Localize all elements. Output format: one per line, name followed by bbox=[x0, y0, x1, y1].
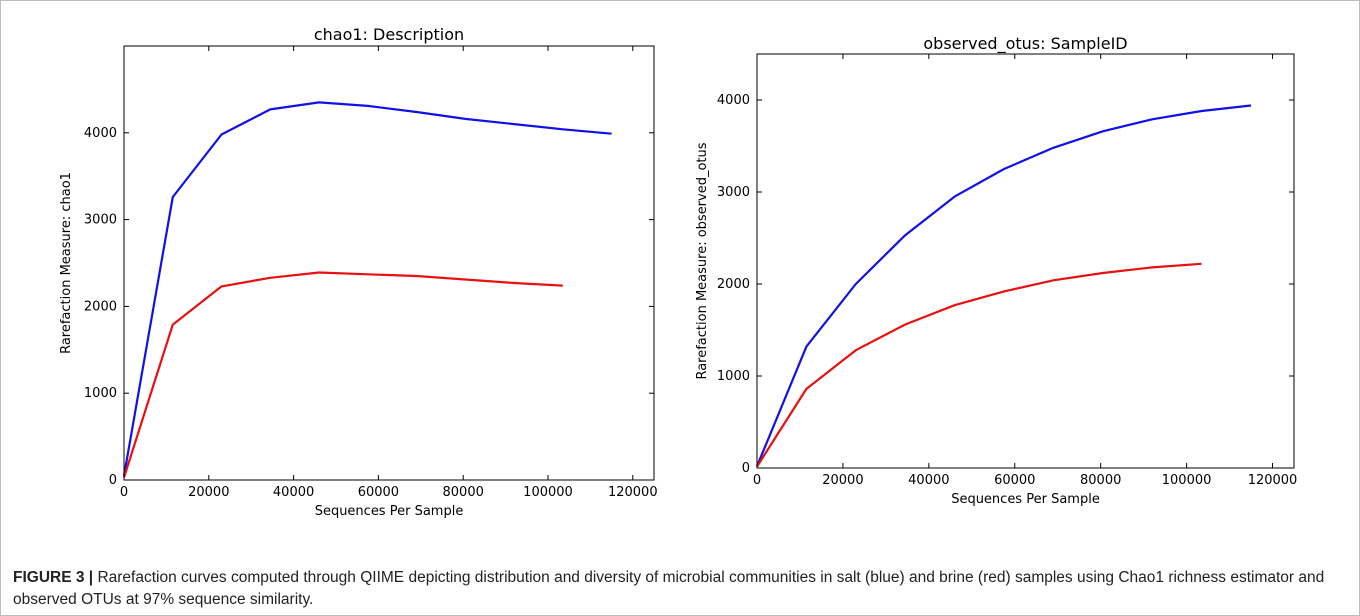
series-line-blue bbox=[755, 104, 1252, 467]
y-axis-label: Rarefaction Measure: observed_otus bbox=[695, 142, 710, 379]
x-tick-label: 120000 bbox=[608, 485, 658, 500]
figure-charts: 0 20000 40000 60000 80000 100000 1200000100020… bbox=[59, 25, 1297, 519]
figure-caption: FIGURE 3 | Rarefaction curves computed t… bbox=[13, 567, 1348, 611]
x-tick-label: 20000 bbox=[188, 485, 229, 500]
x-tick-label: 60000 bbox=[358, 485, 399, 500]
chart-title: observed_otus: SampleID bbox=[923, 34, 1127, 54]
chart-1: 0 20000 40000 60000 80000 100000 120000 0 1000 20… bbox=[59, 25, 658, 519]
x-tick-label: 0 bbox=[753, 473, 761, 488]
series-line-red bbox=[122, 271, 563, 478]
series-line-red bbox=[756, 262, 1202, 468]
x-tick-label: 40000 bbox=[908, 473, 949, 488]
x-tick-label: 120000 bbox=[1248, 473, 1298, 488]
y-tick-label: 4000 bbox=[84, 126, 117, 141]
y-tick-label: 3000 bbox=[717, 185, 750, 200]
x-tick-label: 100000 bbox=[1162, 473, 1212, 488]
x-tick-label: 20000 bbox=[822, 473, 863, 488]
y-tick-label: 0 bbox=[109, 473, 117, 488]
x-tick-label: 100000 bbox=[523, 485, 573, 500]
plot-area-frame bbox=[756, 53, 1295, 469]
y-tick-label: 0 bbox=[742, 461, 750, 476]
caption-label: FIGURE 3 | bbox=[13, 569, 94, 586]
x-axis-label: Sequences Per Sample bbox=[315, 504, 464, 519]
y-tick-label: 3000 bbox=[84, 213, 117, 228]
x-tick-label: 40000 bbox=[273, 485, 314, 500]
y-tick-label: 2000 bbox=[717, 277, 750, 292]
plot-area-frame bbox=[123, 45, 655, 481]
series-line-blue bbox=[122, 101, 612, 476]
y-axis-label: Rarefaction Measure: chao1 bbox=[59, 172, 74, 354]
caption-text: Rarefaction curves computed through QIIM… bbox=[13, 569, 1325, 608]
chart-2: 0 20000 40000 60000 80000 100000 120000 0 1000 20… bbox=[695, 34, 1297, 507]
x-tick-label: 0 bbox=[120, 485, 128, 500]
y-tick-label: 1000 bbox=[717, 369, 750, 384]
y-tick-label: 4000 bbox=[717, 93, 750, 108]
y-tick-label: 1000 bbox=[84, 386, 117, 401]
x-tick-label: 60000 bbox=[994, 473, 1035, 488]
x-axis-label: Sequences Per Sample bbox=[951, 492, 1100, 507]
chart-title: chao1: Description bbox=[314, 25, 464, 44]
y-tick-label: 2000 bbox=[84, 299, 117, 314]
x-tick-label: 80000 bbox=[1080, 473, 1121, 488]
x-tick-label: 80000 bbox=[443, 485, 484, 500]
